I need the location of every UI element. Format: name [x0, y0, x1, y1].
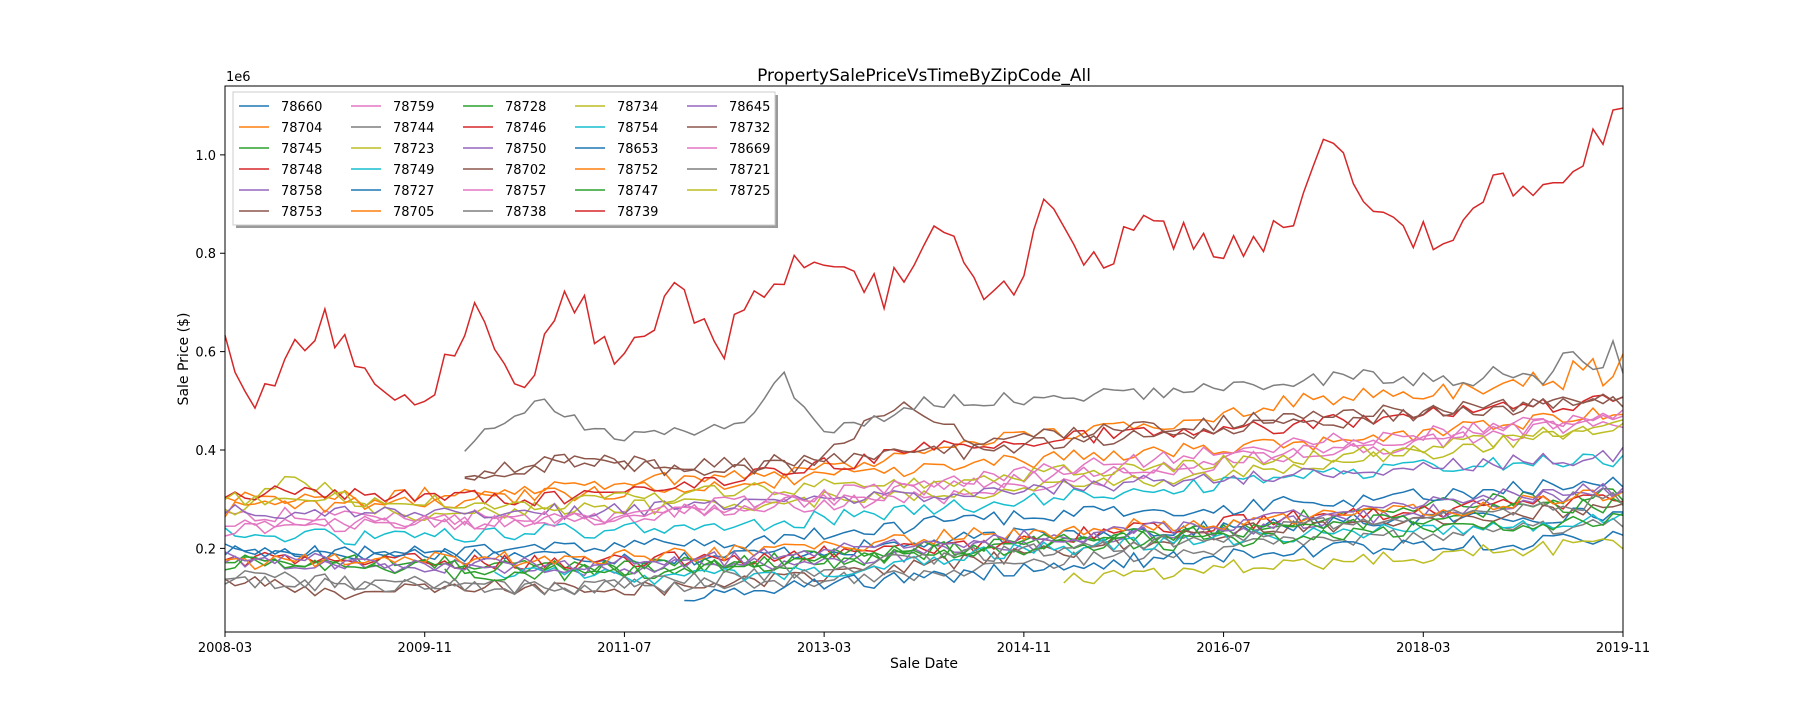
legend-label: 78728	[505, 100, 546, 115]
series-line-78705	[224, 406, 1624, 518]
x-tick-label: 2013-03	[797, 641, 851, 656]
legend-label: 78704	[281, 121, 322, 136]
series-line-78704	[224, 353, 1624, 508]
legend-label: 78744	[393, 121, 434, 136]
y-axis-label: Sale Price ($)	[176, 313, 192, 406]
legend-label: 78746	[505, 121, 546, 136]
legend-label: 78759	[393, 100, 434, 115]
legend-label: 78725	[729, 184, 770, 199]
series-line-78738	[464, 338, 1624, 452]
series-line-78754	[494, 512, 1624, 586]
series-line-78757	[224, 414, 1624, 530]
y-tick-label: 0.8	[195, 247, 216, 262]
legend-label: 78748	[281, 163, 322, 178]
series-line-78734	[224, 422, 1624, 512]
legend-label: 78758	[281, 184, 322, 199]
legend-label: 78739	[617, 205, 658, 220]
legend-label: 78747	[617, 184, 658, 199]
series-line-78669	[224, 409, 1624, 537]
legend-label: 78721	[729, 163, 770, 178]
legend-label: 78750	[505, 142, 546, 157]
legend-box	[232, 91, 776, 226]
legend-label: 78732	[729, 121, 770, 136]
y-tick-label: 1.0	[195, 149, 216, 164]
legend-label: 78738	[505, 205, 546, 220]
y-axis-offset-label: 1e6	[226, 70, 251, 85]
x-tick-label: 2016-07	[1196, 641, 1250, 656]
series-line-78645	[224, 482, 1624, 574]
y-tick-label: 0.6	[195, 346, 216, 361]
series-line-78723	[224, 419, 1624, 522]
series-line-78746	[224, 394, 1624, 507]
chart-title: PropertySalePriceVsTimeByZipCode_All	[757, 66, 1091, 86]
legend-label: 78753	[281, 205, 322, 220]
x-tick-label: 2018-03	[1396, 641, 1450, 656]
series-line-78653	[684, 530, 1624, 602]
legend-label: 78723	[393, 142, 434, 157]
series-line-78732	[464, 395, 1624, 480]
legend-label: 78727	[393, 184, 434, 199]
series-layer	[224, 107, 1624, 602]
y-tick-label: 0.2	[195, 542, 216, 557]
legend-label: 78757	[505, 184, 546, 199]
x-axis-label: Sale Date	[890, 656, 958, 672]
y-tick-label: 0.4	[195, 444, 216, 459]
legend-label: 78752	[617, 163, 658, 178]
series-line-78660	[224, 507, 1624, 566]
series-line-78747	[444, 512, 1624, 582]
series-line-78727	[224, 476, 1624, 561]
series-line-78725	[1063, 538, 1624, 585]
series-line-78721	[224, 491, 1624, 596]
legend-label: 78669	[729, 142, 770, 157]
series-line-78750	[224, 446, 1624, 521]
x-tick-label: 2011-07	[597, 641, 651, 656]
x-tick-label: 2009-11	[398, 641, 452, 656]
x-axis: 2008-03 2009-11 2011-07 2013-03 2014-11 2016-…	[198, 632, 1650, 656]
legend-label: 78749	[393, 163, 434, 178]
plot-area-frame	[224, 85, 1624, 633]
series-line-78739	[224, 107, 1624, 410]
x-tick-label: 2008-03	[198, 641, 252, 656]
legend-label: 78745	[281, 142, 322, 157]
legend-label: 78734	[617, 100, 658, 115]
x-tick-label: 2014-11	[997, 641, 1051, 656]
y-axis: 0.2 0.4 0.6 0.8 1.0	[195, 149, 225, 557]
legend-label: 78645	[729, 100, 770, 115]
legend-label: 78653	[617, 142, 658, 157]
legend-label: 78702	[505, 163, 546, 178]
series-line-78702	[464, 393, 1624, 481]
x-tick-label: 2019-11	[1596, 641, 1650, 656]
legend-label: 78660	[281, 100, 322, 115]
legend: 78660 78704 78745 78748 78758 78753 78759 78744…	[232, 91, 778, 228]
legend-label: 78754	[617, 121, 658, 136]
series-line-78752	[224, 489, 1624, 571]
legend-label: 78705	[393, 205, 434, 220]
series-line-78749	[224, 453, 1624, 546]
series-line-78744	[224, 517, 1624, 596]
